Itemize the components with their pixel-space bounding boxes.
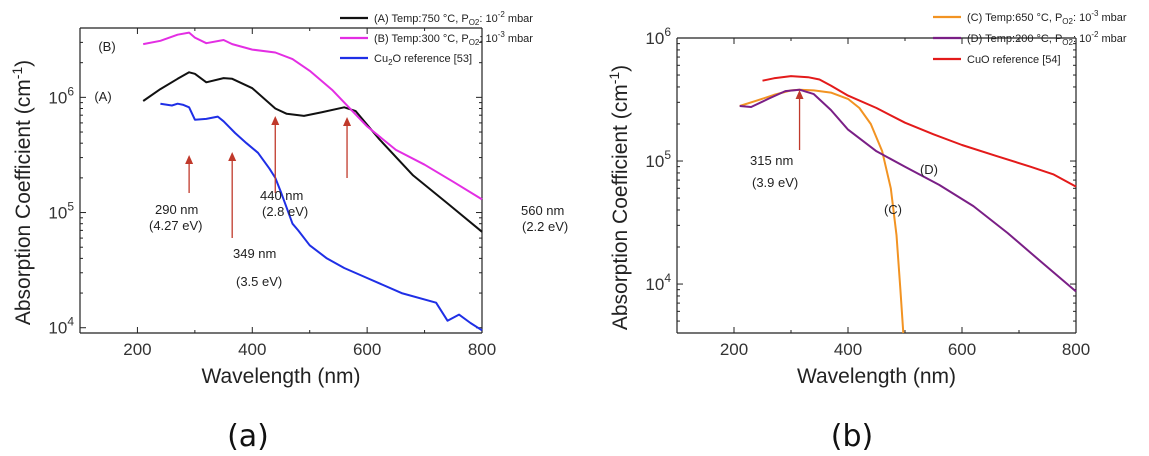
y-tick-label: 106	[48, 84, 74, 107]
annotation-wavelength: 560 nm	[521, 203, 564, 218]
legend-entry: Cu2O reference [53]	[374, 53, 472, 67]
annotation-arrowhead	[271, 116, 280, 125]
y-tick-label: 104	[48, 315, 74, 338]
x-tick-label: 800	[468, 340, 496, 359]
series-label: (C)	[884, 202, 902, 217]
annotation-arrowhead	[343, 117, 352, 126]
y-tick-label: 105	[48, 200, 74, 223]
annotation-arrowhead	[795, 90, 804, 99]
y-tick-label: 104	[645, 271, 671, 294]
annotation-energy: (3.5 eV)	[236, 274, 282, 289]
legend-entry: CuO reference [54]	[967, 54, 1061, 66]
annotation-energy: (2.8 eV)	[262, 204, 308, 219]
series-line-2	[739, 88, 1077, 293]
x-axis-label: Wavelength (nm)	[201, 365, 360, 388]
series-label: (A)	[94, 89, 111, 104]
series-line-1	[142, 71, 483, 233]
annotation-wavelength: 440 nm	[260, 188, 303, 203]
annotation-energy: (2.2 eV)	[522, 219, 568, 234]
series-label: (B)	[98, 39, 115, 54]
x-tick-label: 400	[238, 340, 266, 359]
annotation-arrowhead	[228, 152, 237, 161]
annotation-wavelength: 315 nm	[750, 153, 793, 168]
annotation-wavelength: 349 nm	[233, 246, 276, 261]
legend-entry: (C) Temp:650 °C, PO2: 10-3 mbar	[967, 9, 1127, 26]
y-tick-label: 106	[645, 25, 671, 48]
series-line-2	[143, 31, 483, 201]
x-tick-label: 400	[834, 340, 862, 359]
series-line-3	[762, 75, 1077, 188]
legend-entry: (B) Temp:300 °C, PO2: 10-3 mbar	[374, 30, 533, 47]
annotation-wavelength: 290 nm	[155, 202, 198, 217]
chart-panel-a: 200 400 600 800 104 105 106 Wavelength (nm) Abso…	[9, 10, 568, 454]
y-axis-label: Absorption Coefficient (cm-1)	[9, 60, 35, 325]
series-line-1	[739, 88, 905, 334]
series-line-3	[160, 102, 483, 332]
x-tick-label: 800	[1062, 340, 1090, 359]
legend-entry: (A) Temp:750 °C, PO2: 10-2 mbar	[374, 10, 533, 27]
x-axis-label: Wavelength (nm)	[797, 365, 956, 388]
chart-panel-b: 200 400 600 800 104 105 106 Wavelength (nm) Abso…	[606, 9, 1127, 454]
annotation-arrowhead	[185, 155, 194, 164]
x-tick-label: 200	[123, 340, 151, 359]
panel-label: (a)	[227, 419, 269, 454]
x-tick-label: 600	[948, 340, 976, 359]
legend-entry: (D) Temp:200 °C, PO2: 10-2 mbar	[967, 30, 1127, 47]
annotation-energy: (4.27 eV)	[149, 218, 202, 233]
annotation-energy: (3.9 eV)	[752, 175, 798, 190]
panel-label: (b)	[831, 419, 873, 454]
y-tick-label: 105	[645, 148, 671, 171]
x-tick-label: 200	[720, 340, 748, 359]
series-label: (D)	[920, 162, 938, 177]
y-axis-label: Absorption Coefficient (cm-1)	[606, 65, 632, 330]
x-tick-label: 600	[353, 340, 381, 359]
